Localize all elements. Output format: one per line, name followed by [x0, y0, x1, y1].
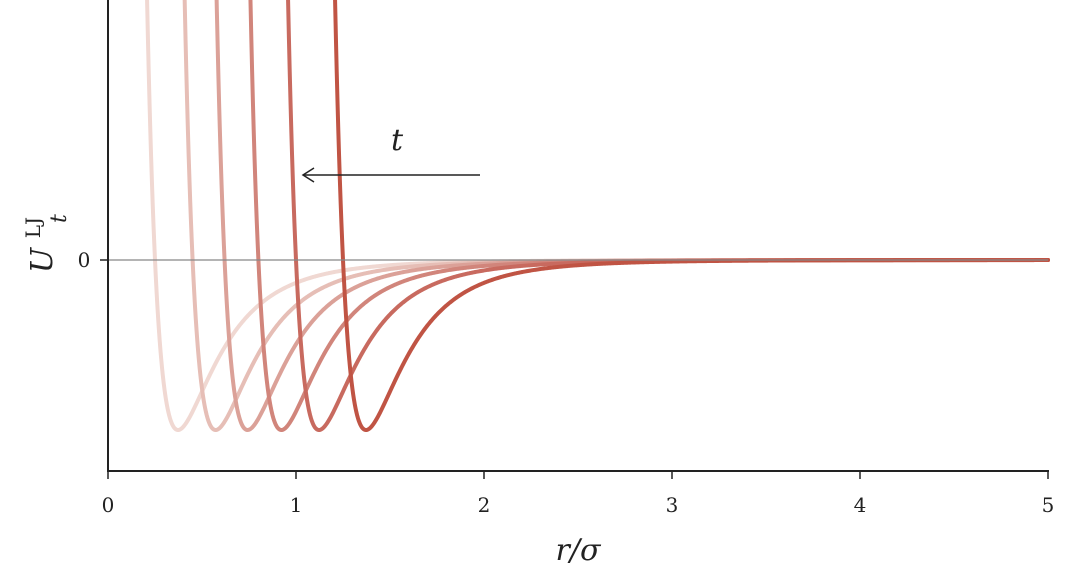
x-tick-label-1: 1 — [290, 493, 303, 517]
x-tick-label-5: 5 — [1042, 493, 1055, 517]
y-label-subscript: t — [47, 214, 72, 223]
y-tick-label-zero: 0 — [78, 248, 91, 272]
series-line-2 — [182, 0, 1050, 432]
svg-text:U LJ: U LJ — [21, 217, 60, 273]
series-line-6 — [333, 0, 1050, 432]
y-label-base: U — [25, 246, 60, 273]
annotation-arrow — [301, 167, 480, 183]
series-line-1 — [145, 0, 1050, 432]
x-tick-label-2: 2 — [478, 493, 491, 517]
y-axis-label: U LJ t — [21, 214, 72, 273]
x-axis-label: r/σ — [556, 533, 602, 565]
x-ticks: 0 1 2 3 4 5 — [102, 471, 1055, 517]
x-tick-label-0: 0 — [102, 493, 115, 517]
x-tick-label-4: 4 — [854, 493, 867, 517]
y-label-superscript: LJ — [21, 217, 45, 238]
series-line-4 — [248, 0, 1050, 432]
series-group — [145, 0, 1050, 433]
x-tick-label-3: 3 — [666, 493, 679, 517]
annotation-label: t — [391, 123, 404, 158]
